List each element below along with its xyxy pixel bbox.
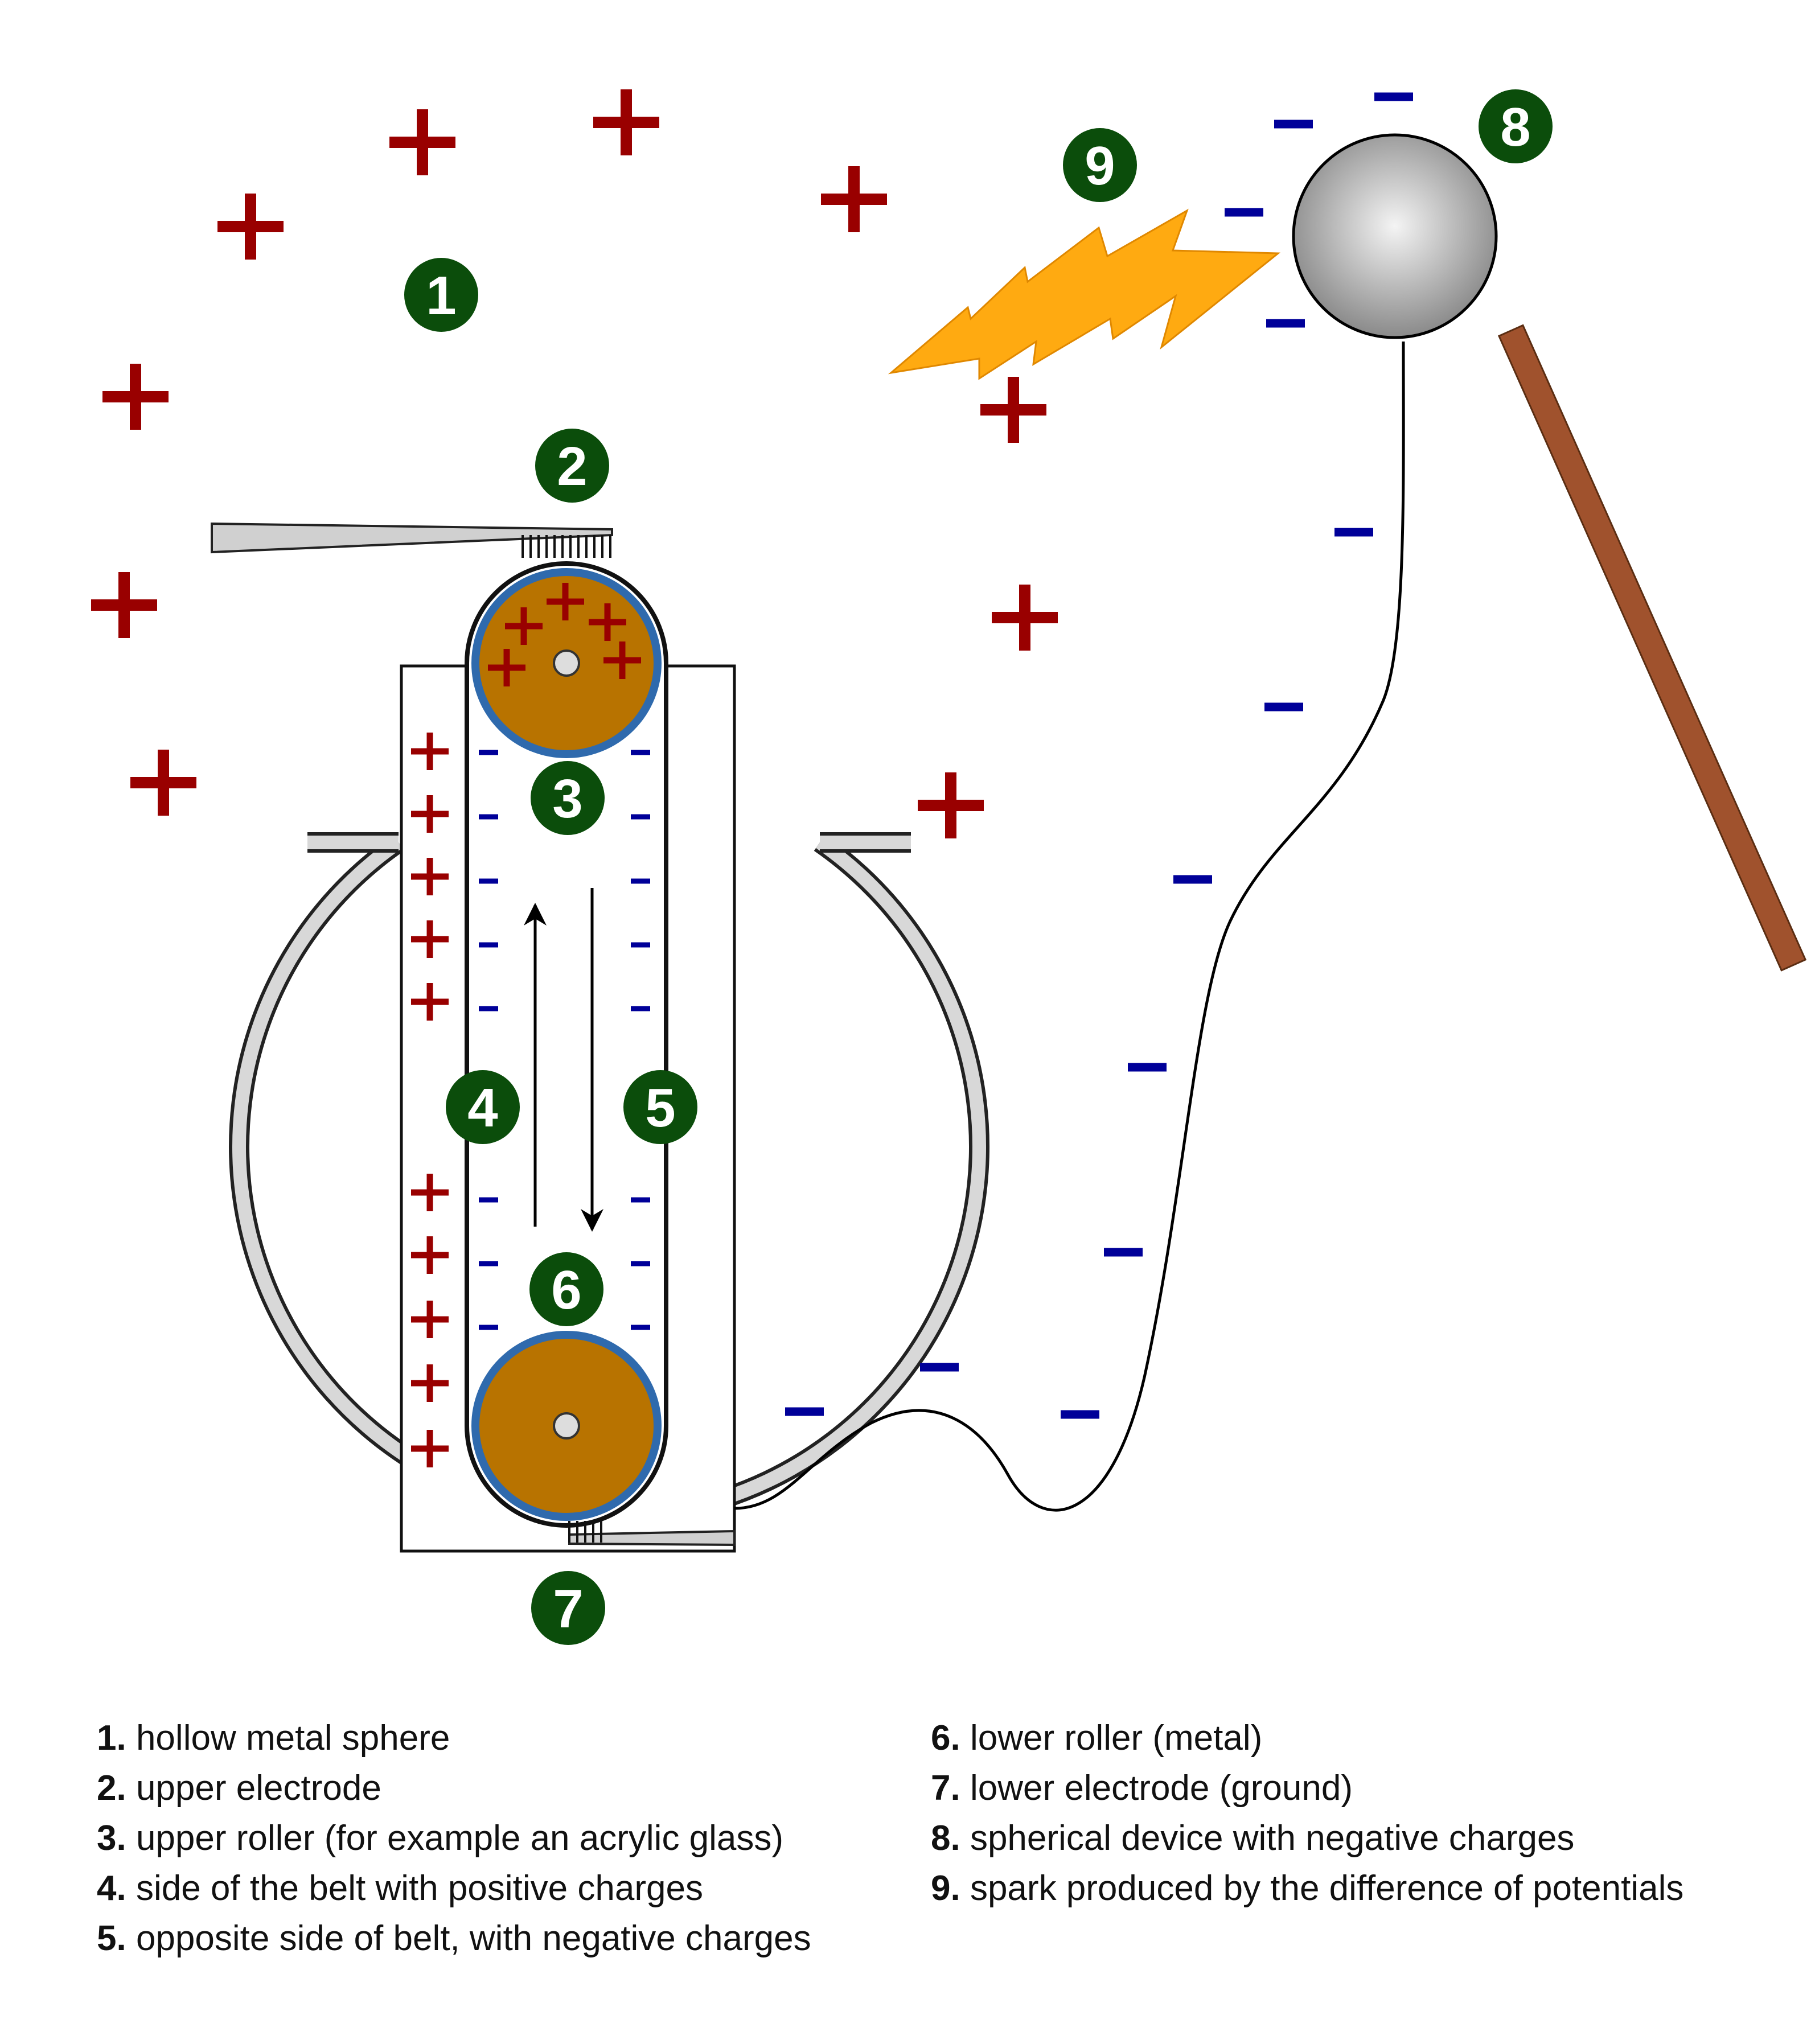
positive-charge xyxy=(411,733,449,770)
positive-charge xyxy=(980,377,1046,443)
negative-charge xyxy=(1264,702,1303,712)
svg-text:2: 2 xyxy=(557,436,587,497)
positive-charge xyxy=(411,1364,449,1402)
legend-item: 7. lower electrode (ground) xyxy=(931,1769,1353,1808)
marker-5: 5 xyxy=(623,1070,697,1144)
positive-charges-belt-left xyxy=(411,733,449,1467)
marker-8: 8 xyxy=(1479,89,1553,163)
positive-charge xyxy=(589,603,626,641)
negative-charge xyxy=(1266,319,1305,328)
negative-charge xyxy=(1374,92,1413,101)
svg-text:7: 7 xyxy=(553,1578,583,1639)
positive-charge xyxy=(411,1174,449,1211)
negative-charge xyxy=(479,814,498,820)
negative-charge xyxy=(920,1363,959,1372)
marker-6: 6 xyxy=(529,1252,603,1326)
negative-charge xyxy=(631,1325,650,1330)
negative-charge xyxy=(631,750,650,755)
positive-charge xyxy=(505,607,543,645)
positive-charge xyxy=(411,1301,449,1338)
marker-2: 2 xyxy=(535,429,609,503)
upper-electrode xyxy=(211,522,613,558)
positive-charge xyxy=(593,89,659,155)
insulating-rod xyxy=(1497,324,1807,972)
negative-charge xyxy=(479,942,498,948)
svg-text:1: 1 xyxy=(426,265,456,326)
negative-charge xyxy=(479,1261,498,1266)
positive-charge xyxy=(130,750,196,816)
negative-charge xyxy=(479,750,498,755)
negative-charge xyxy=(1225,208,1263,217)
marker-9: 9 xyxy=(1063,128,1137,202)
svg-text:6: 6 xyxy=(551,1260,581,1321)
positive-charge xyxy=(91,572,157,638)
legend-item: 4. side of the belt with positive charge… xyxy=(97,1869,703,1908)
negative-charge xyxy=(479,1325,498,1330)
negative-charge xyxy=(479,1197,498,1203)
spark xyxy=(888,208,1281,380)
positive-charge xyxy=(488,649,525,686)
svg-text:9: 9 xyxy=(1085,135,1115,196)
positive-charge xyxy=(411,920,449,958)
legend-item: 9. spark produced by the difference of p… xyxy=(931,1869,1684,1908)
ground-wire xyxy=(734,341,1405,1512)
legend-item: 1. hollow metal sphere xyxy=(97,1718,450,1758)
marker-7: 7 xyxy=(531,1571,605,1645)
legend-item: 2. upper electrode xyxy=(97,1769,381,1808)
positive-charge xyxy=(411,795,449,833)
negative-charge xyxy=(631,814,650,820)
positive-charge xyxy=(411,1430,449,1467)
svg-text:5: 5 xyxy=(645,1077,675,1138)
negative-charge xyxy=(631,878,650,884)
marker-1: 1 xyxy=(404,258,478,332)
negative-charges-wire-and-device xyxy=(785,92,1413,1419)
legend-item: 5. opposite side of belt, with negative … xyxy=(97,1919,811,1958)
negative-charge xyxy=(631,942,650,948)
negative-charge xyxy=(1334,528,1373,537)
lower-electrode xyxy=(568,1521,736,1547)
legend-item: 6. lower roller (metal) xyxy=(931,1718,1263,1758)
positive-charges-sphere xyxy=(91,89,1058,838)
upper-electrode-brush xyxy=(521,535,611,558)
positive-charge xyxy=(389,109,455,175)
negative-charge xyxy=(479,878,498,884)
positive-charge xyxy=(992,585,1058,651)
marker-4: 4 xyxy=(446,1070,520,1144)
svg-text:4: 4 xyxy=(467,1077,498,1138)
legend-right-column: 6. lower roller (metal) 7. lower electro… xyxy=(931,1713,1683,1914)
negative-charges-belt xyxy=(479,750,650,1330)
positive-charge xyxy=(547,583,584,620)
positive-charge xyxy=(411,858,449,895)
positive-charge xyxy=(102,364,169,430)
positive-charges-upper-roller xyxy=(488,583,641,686)
negative-charge xyxy=(631,1006,650,1011)
positive-charge xyxy=(217,194,284,260)
positive-charge xyxy=(603,641,641,679)
positive-charge xyxy=(821,166,887,232)
marker-3: 3 xyxy=(531,761,605,835)
lower-roller xyxy=(471,1331,662,1521)
legend-item: 3. upper roller (for example an acrylic … xyxy=(97,1819,784,1858)
negative-charge xyxy=(631,1197,650,1203)
negative-charge xyxy=(1104,1248,1143,1257)
legend-left-column: 1. hollow metal sphere 2. upper electrod… xyxy=(97,1713,811,1964)
belt xyxy=(465,561,668,1528)
negative-charge xyxy=(1173,875,1212,884)
negative-charge xyxy=(1128,1063,1167,1072)
negative-charge xyxy=(631,1261,650,1266)
svg-text:3: 3 xyxy=(552,768,582,829)
spherical-device xyxy=(1292,133,1498,339)
negative-charge xyxy=(479,1006,498,1011)
negative-charge xyxy=(1274,120,1313,129)
legend-item: 8. spherical device with negative charge… xyxy=(931,1819,1575,1858)
positive-charge xyxy=(411,983,449,1021)
positive-charge xyxy=(411,1236,449,1274)
negative-charge xyxy=(1061,1410,1099,1419)
positive-charge xyxy=(918,772,984,838)
negative-charge xyxy=(785,1407,824,1416)
svg-text:8: 8 xyxy=(1500,97,1530,158)
